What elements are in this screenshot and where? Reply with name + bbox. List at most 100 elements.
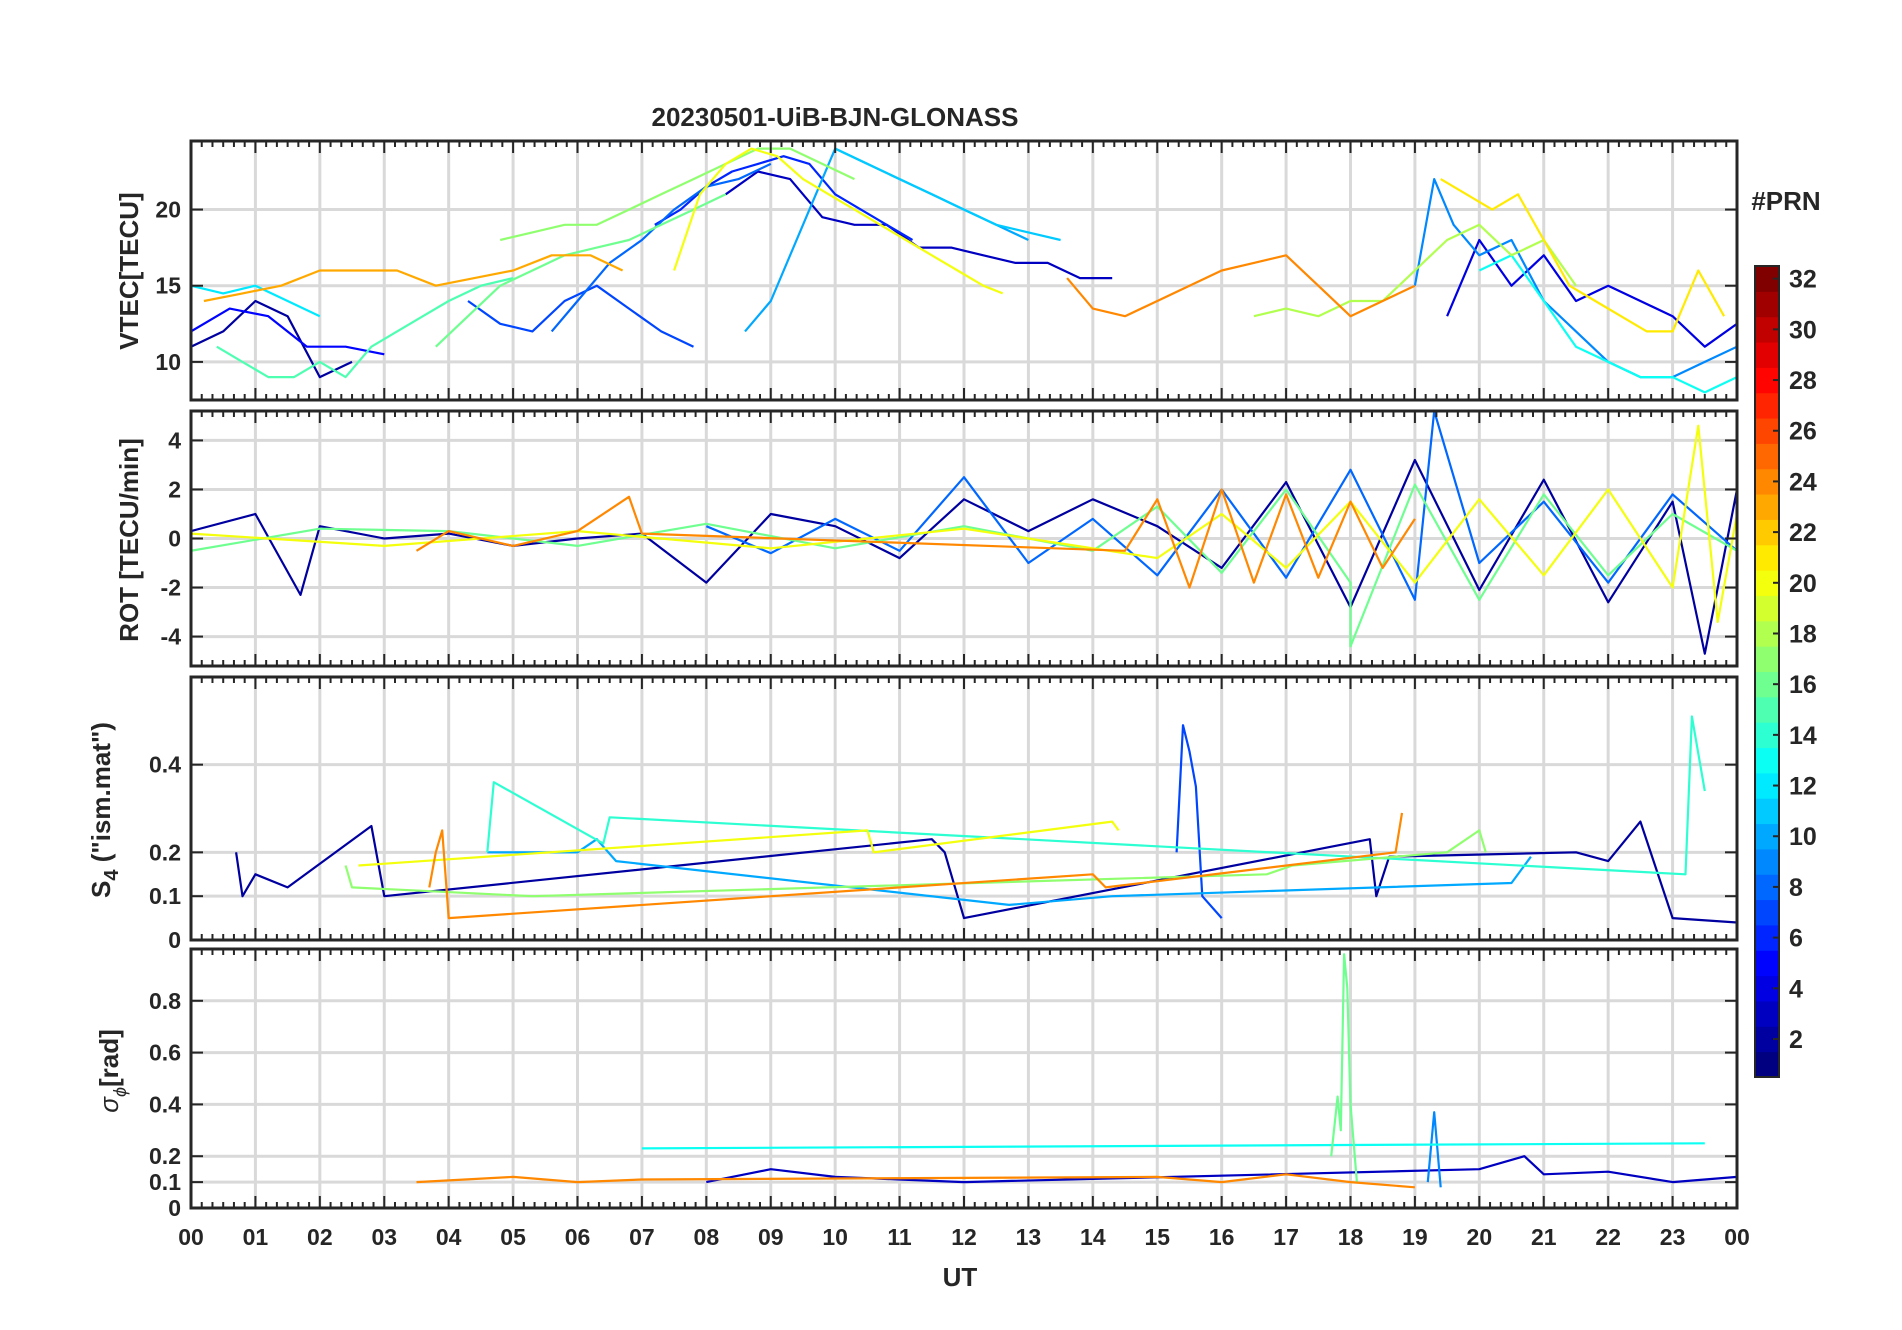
- series-group: [191, 411, 1737, 655]
- y-tick-label: 0.8: [149, 988, 181, 1014]
- colorbar-tick-label: 8: [1789, 874, 1803, 902]
- rot-ylabel: ROT [TECU/min]: [114, 438, 144, 642]
- x-tick-label: 20: [1467, 1224, 1493, 1250]
- colorbar-segment: [1755, 595, 1779, 622]
- x-tick-label: 11: [887, 1224, 912, 1250]
- x-tick-label: 12: [951, 1224, 977, 1250]
- series-line-prn-21: [1440, 178, 1726, 333]
- x-tick-label: 19: [1402, 1224, 1428, 1250]
- colorbar-tick-label: 22: [1789, 519, 1817, 547]
- y-tick-label: 15: [155, 273, 181, 299]
- x-tick-label: 07: [629, 1224, 655, 1250]
- sigma-phi-panel: 00.10.2 0.4 0.6 0.8: [149, 947, 1739, 1221]
- figure-title: 20230501-UiB-BJN-GLONASS: [651, 102, 1018, 132]
- sigma-ylabel: σϕ[rad]: [94, 1029, 130, 1112]
- series-line-prn-18: [1253, 223, 1577, 318]
- colorbar-tick-label: 30: [1789, 316, 1817, 344]
- x-axis-label: UT: [943, 1262, 978, 1292]
- colorbar-segment: [1755, 392, 1779, 419]
- colorbar-tick-label: 20: [1789, 570, 1817, 598]
- series-line-prn-8: [705, 411, 1737, 601]
- colorbar-tick-label: 28: [1789, 367, 1817, 395]
- s4-ylabel-main: S: [86, 881, 116, 898]
- x-tick-label: 21: [1531, 1224, 1557, 1250]
- sigma-ylabel-sub: ϕ: [110, 1087, 130, 1097]
- colorbar-segment: [1755, 443, 1779, 470]
- y-tick-label: 0.4: [149, 1091, 181, 1117]
- series-line-prn-16: [1330, 953, 1358, 1183]
- series-line-prn-3: [706, 1155, 1737, 1184]
- x-tick-label: 23: [1660, 1224, 1686, 1250]
- series-line-prn-2: [191, 299, 353, 379]
- y-tick-label: 0.6: [149, 1040, 181, 1066]
- series-line-prn-16: [191, 483, 1737, 648]
- series-group: [191, 147, 1737, 394]
- colorbar-segment: [1755, 848, 1779, 875]
- s4-panel: 0 0.1 0.2 0.4: [149, 675, 1739, 953]
- x-tick-label: 05: [500, 1224, 526, 1250]
- colorbar-tick-label: 12: [1789, 773, 1817, 801]
- y-tick-label: 10: [155, 349, 181, 375]
- colorbar-tick-label: 14: [1789, 722, 1817, 750]
- series-line-prn-20: [673, 147, 1004, 295]
- x-tick-label: 16: [1209, 1224, 1235, 1250]
- colorbar-segment: [1755, 646, 1779, 672]
- x-tick-label: 18: [1338, 1224, 1364, 1250]
- vtec-ylabel: VTEC[TECU]: [114, 192, 144, 349]
- x-tick-label: 02: [307, 1224, 333, 1250]
- y-tick-label: 0: [168, 1195, 181, 1221]
- colorbar-tick-label: 24: [1789, 468, 1817, 496]
- x-tick-label: 03: [371, 1224, 397, 1250]
- colorbar-label: #PRN: [1751, 186, 1820, 216]
- y-tick-label: 0: [168, 526, 181, 552]
- series-line-prn-6: [654, 155, 914, 241]
- series-line-prn-14: [486, 715, 1706, 876]
- series-line-prn-9: [1413, 178, 1737, 379]
- y-tick-label: 0.2: [149, 839, 181, 865]
- colorbar-tick-label: 2: [1789, 1026, 1803, 1054]
- series-line-prn-24: [428, 812, 1404, 920]
- colorbar-segment: [1755, 696, 1779, 723]
- y-tick-label: 0.1: [149, 1169, 181, 1195]
- series-line-prn-15: [216, 277, 514, 379]
- x-tick-label: 13: [1016, 1224, 1042, 1250]
- colorbar-segment: [1755, 544, 1779, 571]
- y-tick-label: -2: [161, 575, 181, 601]
- x-tick-label: 00: [1724, 1224, 1750, 1250]
- x-tick-label: 15: [1144, 1224, 1170, 1250]
- y-tick-label: 0: [168, 927, 181, 953]
- y-tick-label: 0.2: [149, 1143, 181, 1169]
- series-line-prn-13: [641, 1142, 1705, 1150]
- series-line-prn-17: [499, 147, 855, 242]
- series-line-prn-11: [834, 147, 1061, 242]
- x-tick-label: 22: [1595, 1224, 1621, 1250]
- x-tick-label: 08: [694, 1224, 720, 1250]
- colorbar-segment: [1755, 494, 1779, 520]
- x-tick-label: 14: [1080, 1224, 1106, 1250]
- colorbar-tick-label: 10: [1789, 823, 1817, 851]
- colorbar-segment: [1755, 747, 1779, 774]
- sigma-ylabel-rest: [rad]: [94, 1029, 124, 1087]
- colorbar-segment: [1755, 291, 1779, 318]
- series-line-prn-5: [191, 307, 385, 356]
- series-line-prn-24: [415, 488, 1416, 589]
- series-line-prn-12: [191, 284, 321, 318]
- y-tick-label: 4: [168, 427, 181, 453]
- series-line-prn-24: [416, 1173, 1415, 1189]
- s4-ylabel-sub: 4: [101, 869, 123, 881]
- colorbar-segment: [1755, 342, 1779, 368]
- colorbar-frame: [1754, 265, 1780, 1078]
- colorbar-tick-label: 32: [1789, 266, 1817, 294]
- series-line-prn-20: [358, 820, 1120, 867]
- series-group: [416, 953, 1737, 1189]
- x-tick-label: 10: [822, 1224, 848, 1250]
- colorbar-segment: [1755, 899, 1779, 926]
- series-line-prn-2: [235, 820, 1737, 924]
- colorbar-segment: [1755, 950, 1779, 977]
- colorbar-segment: [1755, 1051, 1779, 1078]
- x-tick-label: 00: [178, 1224, 204, 1250]
- x-tick-label: 09: [758, 1224, 784, 1250]
- x-tick-label: 01: [243, 1224, 269, 1250]
